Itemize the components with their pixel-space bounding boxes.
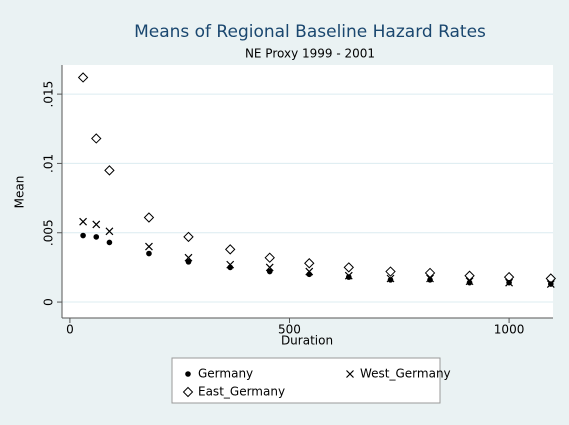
- marker-diamond: [224, 244, 236, 255]
- marker-circle: [106, 239, 113, 246]
- marker-x: [184, 253, 193, 262]
- y-tick-label: .005: [42, 219, 56, 246]
- marker-diamond: [424, 267, 436, 279]
- marker-circle: [345, 274, 352, 280]
- x-axis-label: Duration: [281, 334, 333, 348]
- marker-circle: [146, 250, 152, 257]
- legend: [171, 357, 441, 404]
- marker-x: [79, 217, 88, 226]
- x-tick-label: 0: [66, 323, 74, 337]
- marker-diamond: [385, 266, 396, 277]
- marker-diamond: [304, 258, 315, 269]
- chart-title: Means of Regional Baseline Hazard Rates: [134, 22, 486, 42]
- legend-marker: [346, 370, 354, 378]
- marker-circle: [266, 268, 273, 275]
- marker-diamond: [143, 212, 155, 223]
- legend-label: East_Germany: [198, 385, 285, 399]
- marker-x: [426, 274, 434, 283]
- y-axis-label: Mean: [13, 176, 27, 209]
- marker-circle: [466, 279, 473, 286]
- marker-x: [386, 274, 395, 283]
- marker-circle: [185, 259, 192, 265]
- marker-x: [92, 220, 101, 229]
- marker-diamond: [183, 231, 194, 243]
- chart-subtitle: NE Proxy 1999 - 2001: [245, 47, 375, 61]
- marker-diamond: [343, 262, 354, 273]
- marker-x: [305, 267, 314, 276]
- marker-circle: [93, 234, 100, 240]
- y-tick-label: 0: [42, 298, 56, 306]
- marker-circle: [427, 277, 433, 283]
- marker-x: [465, 277, 474, 286]
- marker-x: [145, 242, 153, 251]
- marker-diamond: [545, 273, 557, 284]
- y-tick-label: .015: [42, 81, 56, 108]
- x-tick-label: 500: [278, 323, 301, 337]
- y-tick-label: .01: [42, 154, 56, 173]
- marker-x: [344, 271, 353, 280]
- x-tick-label: 1000: [494, 323, 525, 337]
- marker-x: [546, 280, 555, 288]
- marker-x: [226, 260, 235, 269]
- marker-x: [505, 278, 514, 287]
- marker-diamond: [464, 270, 475, 281]
- marker-circle: [80, 232, 86, 239]
- legend-marker: [182, 386, 194, 398]
- marker-x: [265, 263, 274, 272]
- marker-x: [105, 227, 114, 236]
- marker-diamond: [91, 133, 102, 144]
- marker-diamond: [503, 271, 515, 283]
- legend-label: Germany: [198, 367, 253, 381]
- plot-area: [62, 65, 553, 318]
- legend-label: West_Germany: [360, 367, 451, 381]
- marker-circle: [387, 277, 394, 283]
- marker-diamond: [77, 72, 89, 83]
- legend-marker: [185, 371, 191, 377]
- marker-diamond: [104, 165, 115, 176]
- marker-diamond: [264, 252, 275, 263]
